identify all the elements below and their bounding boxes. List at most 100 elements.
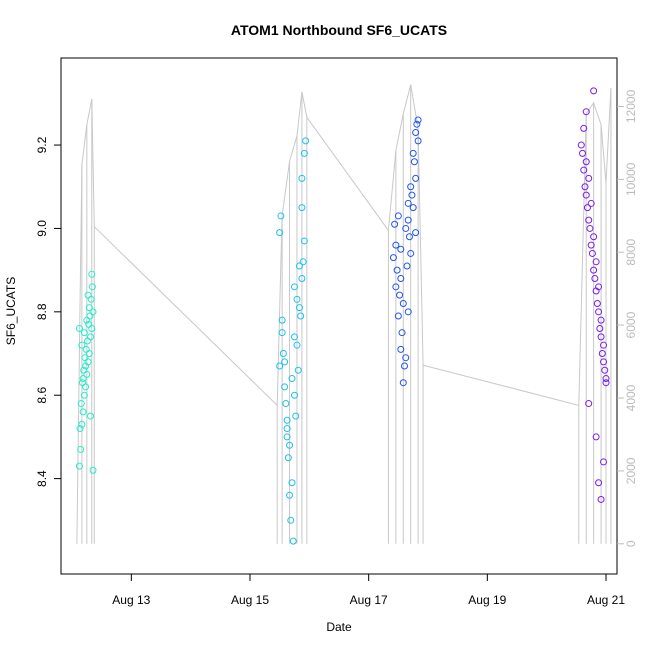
data-point [302,137,310,145]
data-point [79,375,87,383]
data-point [300,149,308,157]
y-axis-label: SF6_UCATS [4,277,18,345]
data-point [292,412,300,420]
y2-tick-label: 4000 [624,384,638,411]
data-point [394,212,402,220]
data-point [284,454,292,462]
x-tick-label: Aug 21 [587,593,625,607]
data-point [391,220,399,228]
data-point [585,216,593,224]
data-point [297,312,305,320]
y-tick-label: 8.8 [35,303,49,320]
data-point [294,366,302,374]
data-point [282,400,290,408]
data-point [87,412,95,420]
data-point [80,391,88,399]
data-point [412,129,420,137]
x-tick-label: Aug 19 [468,593,506,607]
data-point [81,354,89,362]
data-point [409,149,417,157]
data-point [88,283,96,291]
data-point [597,316,605,324]
data-point [293,341,301,349]
data-point [78,341,86,349]
data-point [279,350,287,358]
data-point [410,158,418,166]
data-point [403,262,411,270]
data-point [78,420,86,428]
data-point [300,237,308,245]
y-tick-label: 8.6 [35,387,49,404]
data-point [283,433,291,441]
y2-tick-label: 8000 [624,239,638,266]
data-point [277,212,285,220]
data-point [76,425,84,433]
data-point [587,199,595,207]
data-point [399,299,407,307]
data-point [82,345,90,353]
data-point [582,108,590,116]
data-point [393,266,401,274]
data-point [587,241,595,249]
y2-tick-label: 10000 [624,162,638,196]
data-point [85,320,93,328]
data-point [283,416,291,424]
data-point [412,229,420,237]
data-point [82,362,90,370]
data-point [295,262,303,270]
data-point [414,137,422,145]
data-point [77,445,85,453]
data-point [414,116,422,124]
data-point [588,249,596,257]
data-point [80,329,88,337]
data-point [291,283,298,291]
data-point [299,258,307,266]
data-point [89,466,97,474]
x-axis: Aug 13 Aug 15 Aug 17 Aug 19 Aug 21 [112,574,625,607]
data-point [82,383,90,391]
data-point [586,224,594,232]
data-point [600,341,608,349]
data-point [600,458,608,466]
y-axis-right: 0 2000 4000 6000 8000 10000 12000 [617,89,638,547]
data-point [602,379,610,387]
data-point [289,537,297,545]
y-tick-label: 9.2 [35,136,49,153]
data-point [278,316,286,324]
data-point [582,158,590,166]
data-point [595,283,603,291]
y2-tick-label: 2000 [624,457,638,484]
data-point [293,295,301,303]
data-point [281,383,289,391]
data-point [590,266,598,274]
data-point [77,400,85,408]
data-point [283,425,291,433]
data-point [407,249,415,257]
data-point [75,325,83,333]
chart-title: ATOM1 Northbound SF6_UCATS [231,22,447,38]
data-point [597,495,605,503]
data-point [392,283,400,291]
y-axis-left: 8.4 8.6 8.8 9.0 9.2 [35,136,61,487]
data-point [276,229,284,237]
data-point [405,233,413,241]
data-point [592,433,600,441]
data-point [75,462,83,470]
data-point [288,479,296,487]
data-point [83,337,91,345]
data-point [286,491,294,499]
data-point [404,199,412,207]
y-tick-label: 8.4 [35,470,49,487]
data-point [593,299,601,307]
data-point [585,174,593,182]
data-point [601,366,609,374]
data-point [401,362,409,370]
y2-tick-label: 12000 [624,89,638,123]
data-point [84,291,92,299]
data-point [88,270,96,278]
data-point [412,174,420,182]
data-point [287,516,295,524]
data-point [276,362,284,370]
data-point [79,408,87,416]
